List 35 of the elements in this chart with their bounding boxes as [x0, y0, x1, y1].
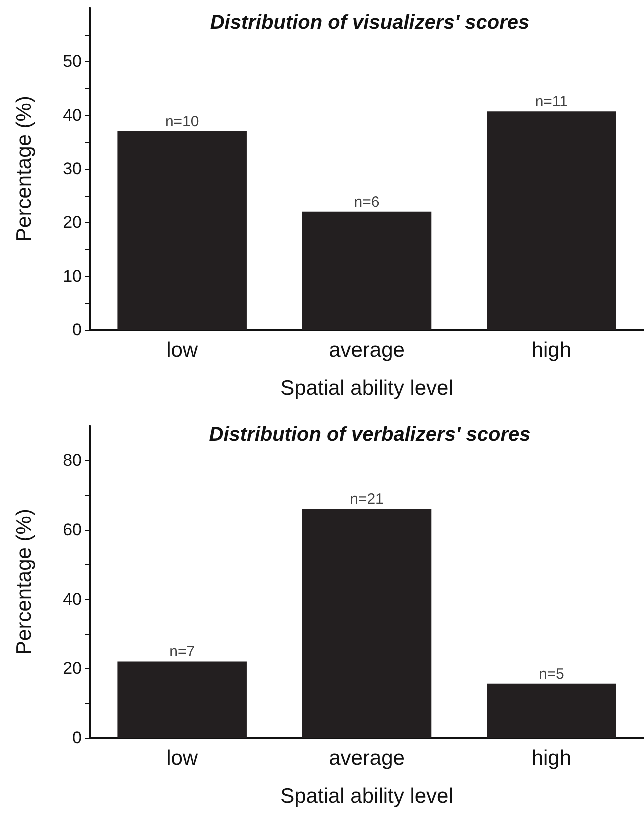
y-tick-label: 30 [63, 160, 82, 178]
bar [302, 509, 432, 738]
annotation: n=21 [350, 491, 384, 508]
annotation: n=5 [538, 666, 564, 683]
x-tick-label: high [532, 339, 572, 362]
y-tick-label: 20 [63, 213, 82, 232]
bar [118, 131, 247, 330]
x-axis-title: Spatial ability level [280, 377, 454, 400]
x-tick-label: average [329, 339, 405, 362]
y-axis-title: Percentage (%) [13, 96, 36, 242]
y-axis-title: Percentage (%) [13, 509, 36, 655]
y-tick-label: 40 [63, 106, 82, 125]
bar [487, 112, 616, 330]
y-tick-label: 0 [72, 728, 82, 748]
annotation: n=11 [535, 94, 568, 111]
y-tick-label: 10 [63, 266, 82, 286]
y-tick-label: 80 [63, 451, 82, 470]
x-tick-label: average [329, 747, 405, 770]
y-tick-label: 0 [72, 320, 82, 340]
x-axis-title: Spatial ability level [280, 785, 454, 808]
bar [487, 684, 616, 738]
y-tick-label: 40 [63, 590, 82, 609]
bar [302, 212, 432, 330]
y-tick-label: 20 [63, 659, 82, 678]
annotation: n=10 [165, 113, 200, 130]
bar [118, 662, 247, 738]
annotation: n=7 [170, 644, 196, 661]
x-tick-label: high [532, 747, 572, 770]
x-tick-label: low [166, 339, 199, 362]
annotation: n=6 [354, 194, 380, 211]
chart-title: Distribution of verbalizers' scores [209, 424, 531, 446]
y-tick-label: 60 [63, 520, 82, 540]
x-tick-label: low [166, 747, 199, 770]
y-tick-label: 50 [63, 52, 82, 72]
chart-title: Distribution of visualizers' scores [210, 12, 530, 34]
